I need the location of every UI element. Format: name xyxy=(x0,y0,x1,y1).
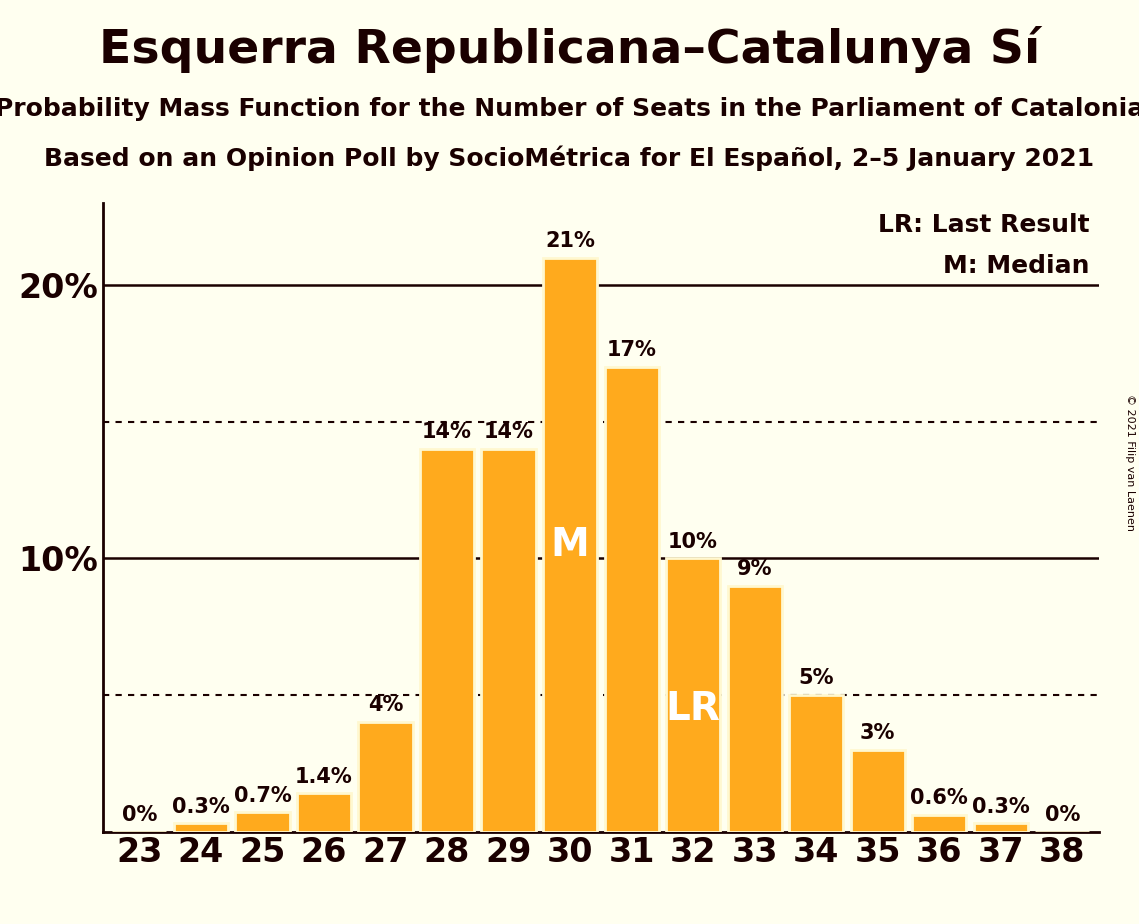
Text: 0.7%: 0.7% xyxy=(233,785,292,806)
Text: 10%: 10% xyxy=(669,531,718,552)
Bar xyxy=(974,823,1027,832)
Bar xyxy=(605,367,658,832)
Text: 3%: 3% xyxy=(860,723,895,743)
Text: Based on an Opinion Poll by SocioMétrica for El Español, 2–5 January 2021: Based on an Opinion Poll by SocioMétrica… xyxy=(44,146,1095,172)
Bar xyxy=(912,815,966,832)
Text: 5%: 5% xyxy=(798,668,834,688)
Text: 0%: 0% xyxy=(122,805,157,825)
Bar xyxy=(359,723,412,832)
Text: 9%: 9% xyxy=(737,559,772,579)
Bar xyxy=(297,794,351,832)
Text: LR: LR xyxy=(665,689,721,728)
Bar xyxy=(420,449,474,832)
Bar xyxy=(174,823,228,832)
Text: 0.6%: 0.6% xyxy=(910,788,968,808)
Bar xyxy=(482,449,535,832)
Text: Probability Mass Function for the Number of Seats in the Parliament of Catalonia: Probability Mass Function for the Number… xyxy=(0,97,1139,121)
Text: M: M xyxy=(550,526,590,564)
Text: LR: Last Result: LR: Last Result xyxy=(877,213,1089,237)
Text: 14%: 14% xyxy=(484,422,533,443)
Text: 21%: 21% xyxy=(546,231,595,251)
Text: 0%: 0% xyxy=(1044,805,1080,825)
Text: Esquerra Republicana–Catalunya Sí: Esquerra Republicana–Catalunya Sí xyxy=(99,26,1040,73)
Bar xyxy=(728,586,781,832)
Bar xyxy=(543,258,597,832)
Bar xyxy=(851,749,904,832)
Bar xyxy=(789,695,843,832)
Text: 0.3%: 0.3% xyxy=(172,796,230,817)
Text: © 2021 Filip van Laenen: © 2021 Filip van Laenen xyxy=(1125,394,1134,530)
Text: 1.4%: 1.4% xyxy=(295,767,353,786)
Bar xyxy=(666,558,720,832)
Text: M: Median: M: Median xyxy=(943,253,1089,277)
Text: 14%: 14% xyxy=(423,422,472,443)
Text: 0.3%: 0.3% xyxy=(972,796,1030,817)
Text: 17%: 17% xyxy=(607,340,656,360)
Bar xyxy=(236,812,289,832)
Text: 4%: 4% xyxy=(368,696,403,715)
